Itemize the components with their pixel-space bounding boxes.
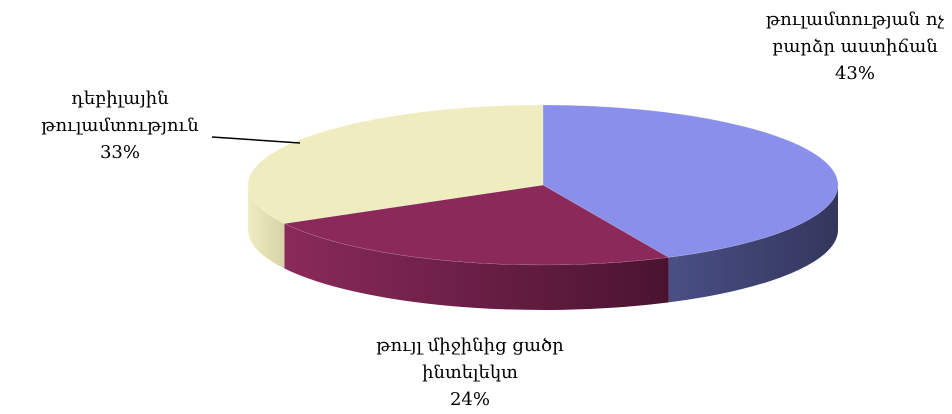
slice-label: թույլ միջինից ցածր ինտելեկտ — [376, 335, 564, 383]
value-label: 43% — [834, 63, 875, 84]
leader-line — [211, 136, 301, 144]
value-label: 33% — [99, 142, 140, 163]
slice — [247, 104, 544, 224]
value-label: 24% — [449, 389, 490, 410]
slice-side — [284, 223, 669, 310]
slice — [542, 104, 839, 258]
slice — [283, 184, 670, 266]
slice-label: դեբիլային թուլամտություն — [41, 88, 199, 136]
slice-label: թուլամտության ոչ բարձր աստիճան — [765, 9, 945, 57]
slice-side — [248, 185, 285, 269]
slice-side — [668, 185, 838, 303]
